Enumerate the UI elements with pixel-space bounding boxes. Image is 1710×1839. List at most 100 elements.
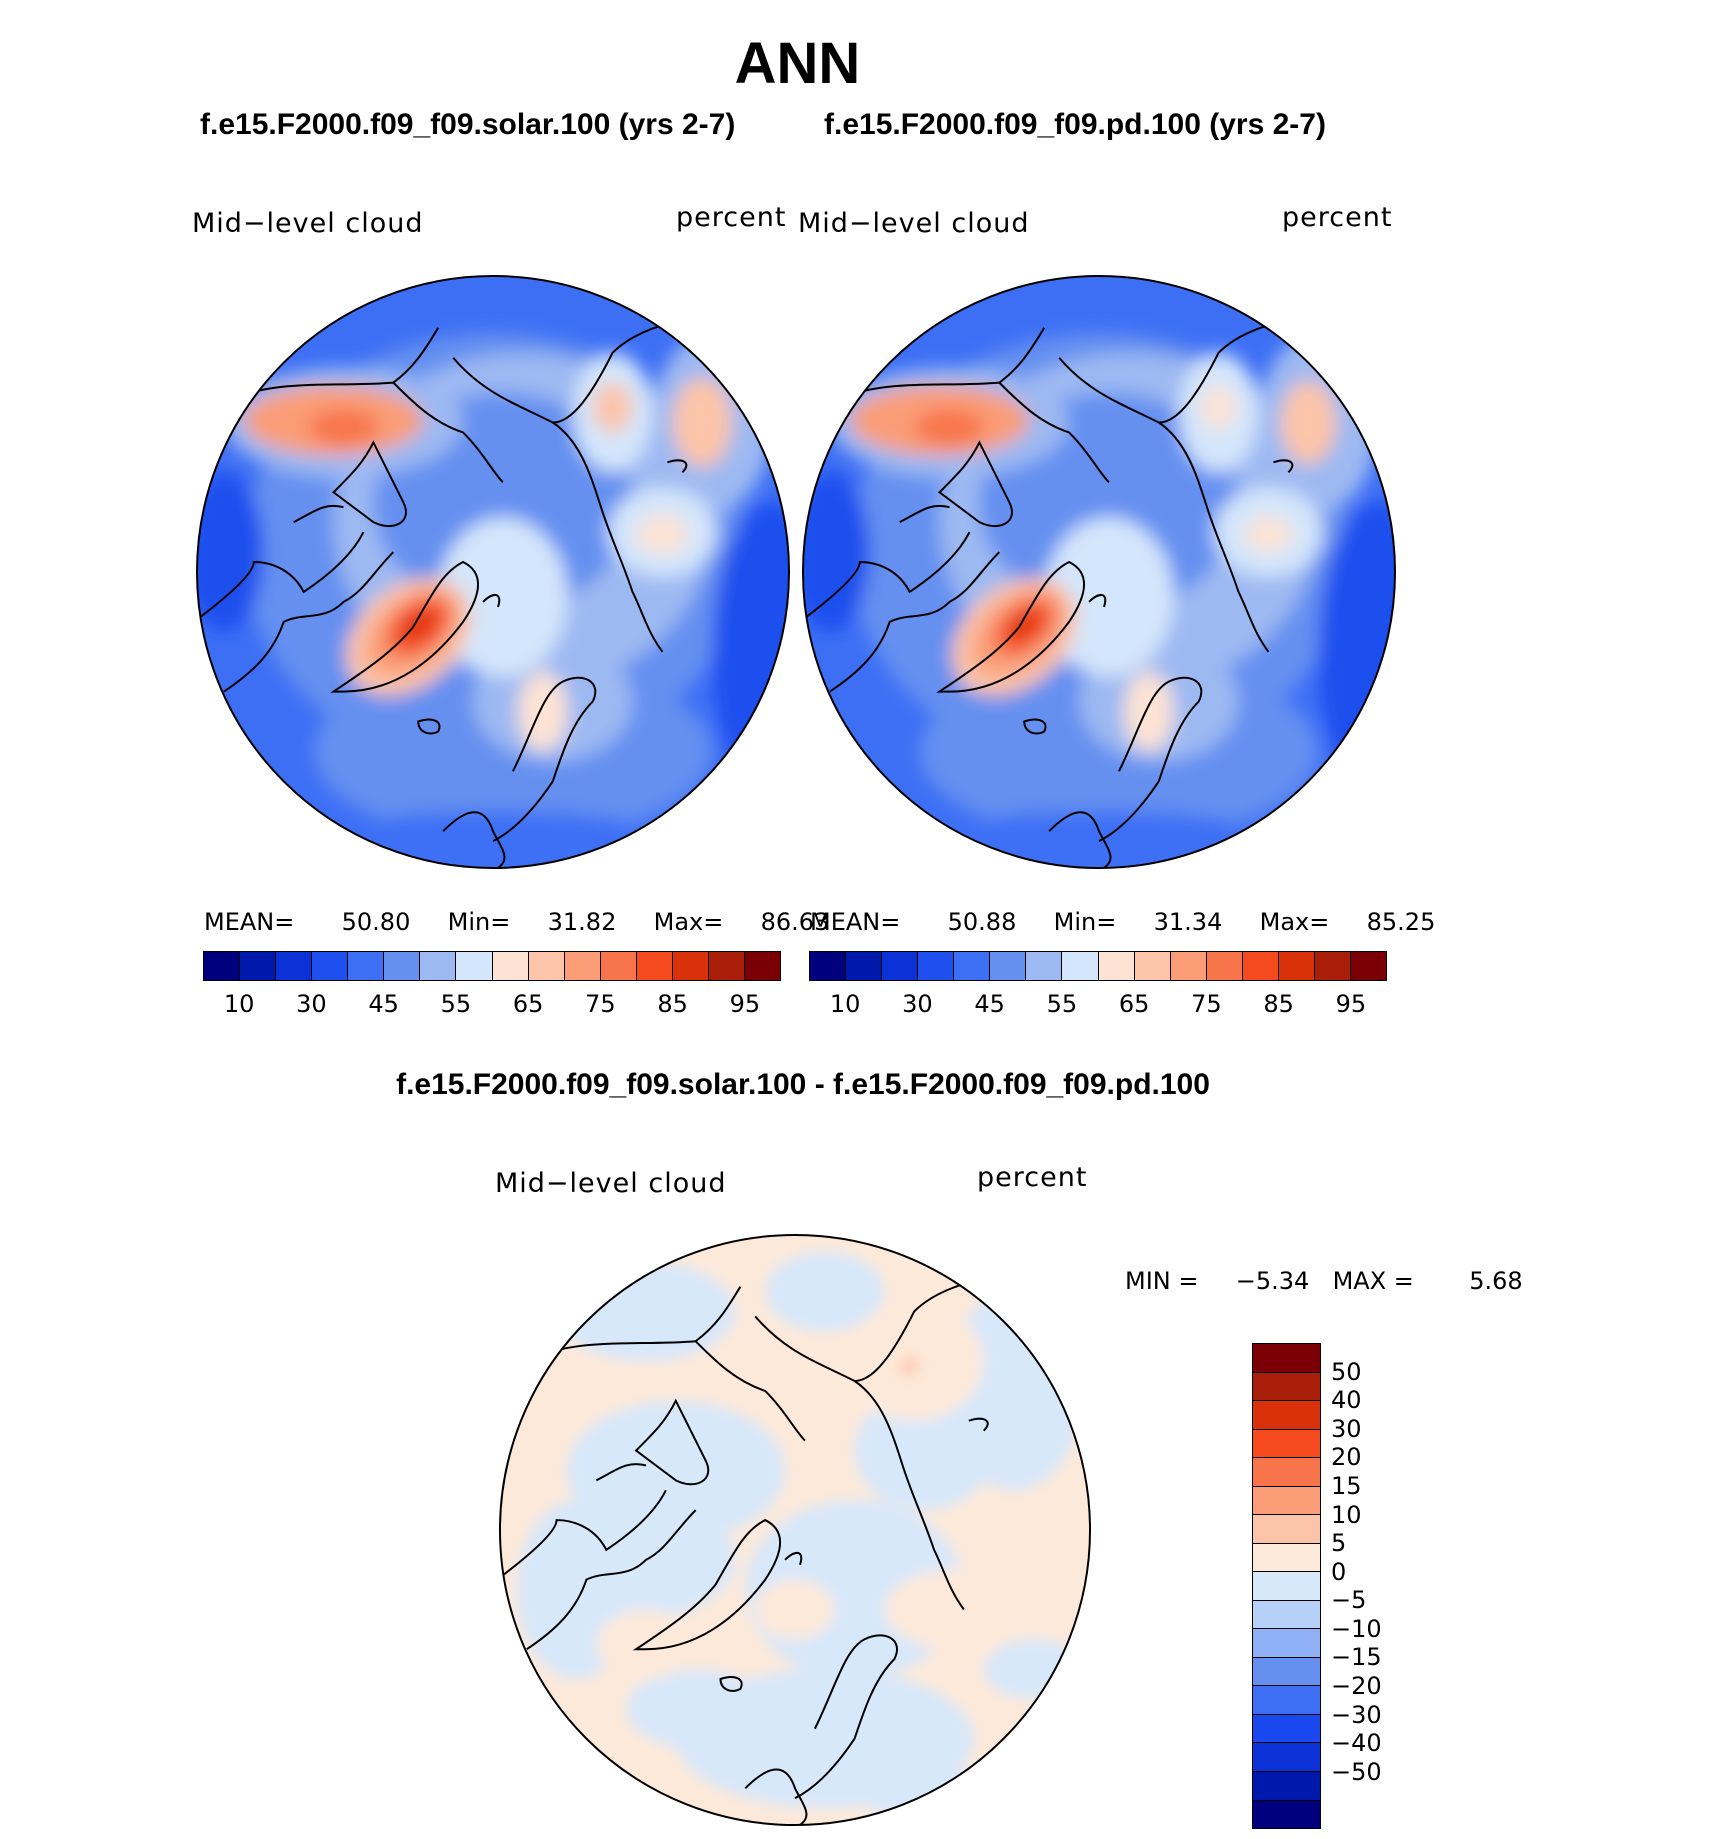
panel-2-colorbar-tick-label: 45 [974, 990, 1005, 1018]
difference-colorbar-cell [1253, 1800, 1320, 1829]
difference-colorbar-cell [1253, 1429, 1320, 1459]
panel-1-colorbar-tick-label: 55 [440, 990, 472, 1018]
panel-1-case-title: f.e15.F2000.f09_f09.solar.100 (yrs 2-7) [200, 108, 736, 141]
panel-1-stats: MEAN= 50.80 Min= 31.82 Max= 86.63 [204, 908, 829, 936]
difference-colorbar-cell [1253, 1401, 1320, 1430]
difference-min-label: MIN = [1125, 1267, 1199, 1295]
difference-variable-label: Mid−level cloud [495, 1168, 727, 1199]
panel-2-polar-map [801, 274, 1397, 870]
panel-2-colorbar-tick-label: 65 [1118, 990, 1150, 1018]
difference-units-label: percent [977, 1162, 1088, 1193]
panel-2-colorbar [809, 951, 1387, 981]
difference-colorbar-tick-label: 30 [1331, 1414, 1362, 1443]
panel-2-variable-label: Mid−level cloud [798, 208, 1030, 239]
difference-colorbar-tick-label: −10 [1331, 1614, 1382, 1643]
panel-2-colorbar-tick-label: 30 [902, 990, 933, 1018]
panel-2-colorbar-labels: 10 30 45 55 65 75 85 95 [809, 990, 1387, 1020]
difference-colorbar-cell [1253, 1458, 1320, 1487]
panel-1-units-label: percent [676, 202, 787, 233]
panel-1-colorbar-cell [672, 952, 709, 980]
panel-1-colorbar-cell [312, 952, 349, 980]
difference-colorbar-labels: 50 40 30 20 15 10 5 0 −5 −10 −15 −20 −30 −40 −50 [1331, 1343, 1411, 1829]
panel-1-polar-map [195, 274, 791, 870]
panel-2-colorbar-cell [1098, 952, 1135, 980]
panel-2-colorbar-cell [1206, 952, 1243, 980]
difference-title: f.e15.F2000.f09_f09.solar.100 - f.e15.F2… [396, 1068, 1210, 1101]
panel-1-colorbar-cell [348, 952, 385, 980]
difference-min-max: MIN = −5.34 MAX = 5.68 [1125, 1267, 1523, 1295]
panel-1-colorbar-cell [240, 952, 277, 980]
panel-1-colorbar-cell [276, 952, 313, 980]
panel-1-mean-label: MEAN= [204, 908, 295, 936]
panel-1-colorbar-cell [600, 952, 637, 980]
panel-1-colorbar-cell [744, 952, 780, 980]
panel-2-colorbar-tick-label: 75 [1191, 990, 1222, 1018]
panel-1-colorbar-cell [204, 952, 241, 980]
panel-2-colorbar-cell [1026, 952, 1063, 980]
panel-2-colorbar-tick-label: 85 [1263, 990, 1294, 1018]
panel-2-colorbar-cell [954, 952, 991, 980]
difference-min-value: −5.34 [1235, 1267, 1310, 1295]
difference-colorbar-tick-label: 40 [1331, 1386, 1362, 1415]
panel-1-colorbar-cell [636, 952, 673, 980]
main-title: ANN [734, 31, 861, 96]
difference-colorbar-cell [1253, 1657, 1320, 1687]
panel-2-min-value: 31.34 [1153, 908, 1223, 936]
difference-polar-map [498, 1233, 1092, 1827]
panel-1-colorbar-tick-label: 45 [368, 990, 399, 1018]
panel-1-max-label: Max= [653, 908, 724, 936]
panel-1-min-label: Min= [447, 908, 511, 936]
panel-1-colorbar-cell [456, 952, 493, 980]
panel-1-colorbar-tick-label: 85 [657, 990, 688, 1018]
panel-2-colorbar-cell [1278, 952, 1315, 980]
difference-colorbar-tick-label: −50 [1331, 1757, 1382, 1786]
panel-2-colorbar-cell [1242, 952, 1279, 980]
difference-colorbar-cell [1253, 1743, 1320, 1772]
difference-colorbar-cell [1253, 1572, 1320, 1601]
difference-colorbar-cell [1253, 1771, 1320, 1801]
panel-2-mean-value: 50.88 [947, 908, 1017, 936]
difference-colorbar-tick-label: −20 [1331, 1672, 1382, 1701]
panel-2-mean-label: MEAN= [810, 908, 901, 936]
difference-colorbar-cell [1253, 1600, 1320, 1630]
difference-colorbar-cell [1253, 1686, 1320, 1715]
panel-2-colorbar-tick-label: 55 [1046, 990, 1078, 1018]
difference-colorbar-cell [1253, 1486, 1320, 1516]
panel-1-variable-label: Mid−level cloud [192, 208, 424, 239]
difference-colorbar-cell [1253, 1543, 1320, 1573]
panel-1-colorbar-tick-label: 10 [223, 990, 255, 1018]
difference-colorbar-tick-label: 5 [1331, 1529, 1347, 1558]
panel-1-colorbar-tick-label: 95 [729, 990, 761, 1018]
panel-2-colorbar-cell [882, 952, 919, 980]
difference-colorbar-tick-label: 15 [1331, 1471, 1362, 1500]
difference-colorbar-tick-label: −5 [1331, 1586, 1367, 1615]
panel-2-min-label: Min= [1053, 908, 1117, 936]
panel-1-min-value: 31.82 [547, 908, 617, 936]
panel-2-colorbar-cell [846, 952, 883, 980]
panel-2-colorbar-tick-label: 10 [829, 990, 861, 1018]
difference-colorbar-cell [1253, 1714, 1320, 1744]
panel-2-colorbar-cell [1350, 952, 1386, 980]
panel-1-max-value: 86.63 [760, 908, 830, 936]
difference-colorbar-tick-label: −30 [1331, 1700, 1382, 1729]
panel-1-colorbar-tick-label: 75 [585, 990, 616, 1018]
panel-2-units-label: percent [1282, 202, 1393, 233]
difference-colorbar-tick-label: 0 [1331, 1557, 1347, 1586]
difference-colorbar-tick-label: 20 [1331, 1443, 1362, 1472]
difference-colorbar-tick-label: −40 [1331, 1729, 1382, 1758]
panel-1-colorbar-tick-label: 30 [296, 990, 327, 1018]
panel-1-colorbar-cell [564, 952, 601, 980]
panel-1-colorbar-cell [528, 952, 565, 980]
difference-max-value: 5.68 [1469, 1267, 1523, 1295]
panel-2-max-label: Max= [1259, 908, 1330, 936]
panel-2-colorbar-cell [990, 952, 1027, 980]
panel-2-colorbar-cell [1170, 952, 1207, 980]
panel-1-colorbar-cell [492, 952, 529, 980]
panel-1-colorbar-tick-label: 65 [512, 990, 544, 1018]
panel-2-colorbar-tick-label: 95 [1335, 990, 1367, 1018]
panel-1-colorbar-cell [708, 952, 745, 980]
difference-colorbar-cell [1253, 1629, 1320, 1658]
panel-1-colorbar-labels: 10 30 45 55 65 75 85 95 [203, 990, 781, 1020]
difference-colorbar-tick-label: 10 [1331, 1500, 1362, 1529]
panel-1-colorbar-cell [420, 952, 457, 980]
